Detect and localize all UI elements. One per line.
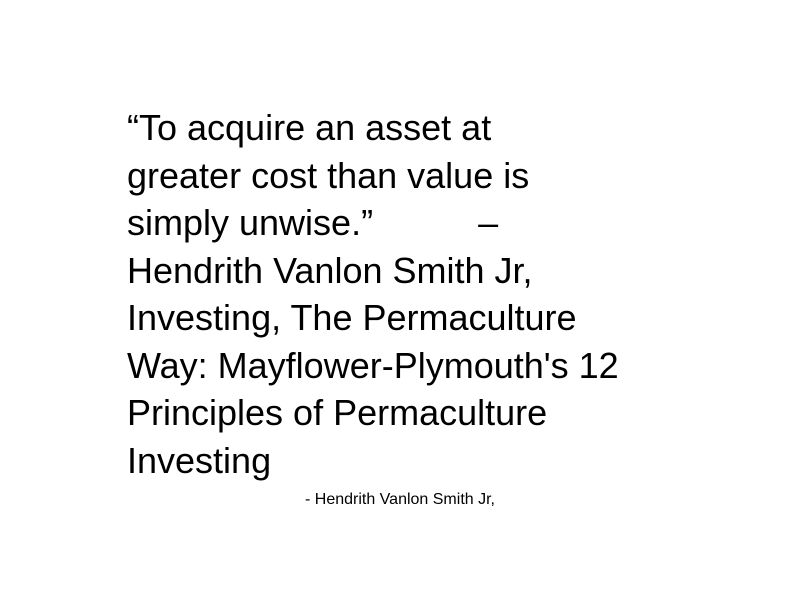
quote-line-4: Hendrith Vanlon Smith Jr, xyxy=(127,249,533,291)
quote-line-5: Investing, The Permaculture xyxy=(127,297,577,338)
quote-line-7: Principles of Permaculture xyxy=(127,392,548,433)
attribution: - Hendrith Vanlon Smith Jr, xyxy=(304,491,495,508)
quote-line-8: Investing xyxy=(127,439,272,481)
quote-line-2: greater cost than value is xyxy=(127,154,530,196)
quote-line-6: Way: Mayflower-Plymouth's 12 xyxy=(127,344,619,386)
quote-text: “To acquire an asset at greater cost tha… xyxy=(127,104,707,484)
quote-dash: – xyxy=(478,202,499,243)
quote-line-3-text: simply unwise.” xyxy=(127,202,374,243)
quote-line-1: “To acquire an asset at xyxy=(127,107,492,148)
quote-line-3: simply unwise.” – xyxy=(127,199,707,247)
